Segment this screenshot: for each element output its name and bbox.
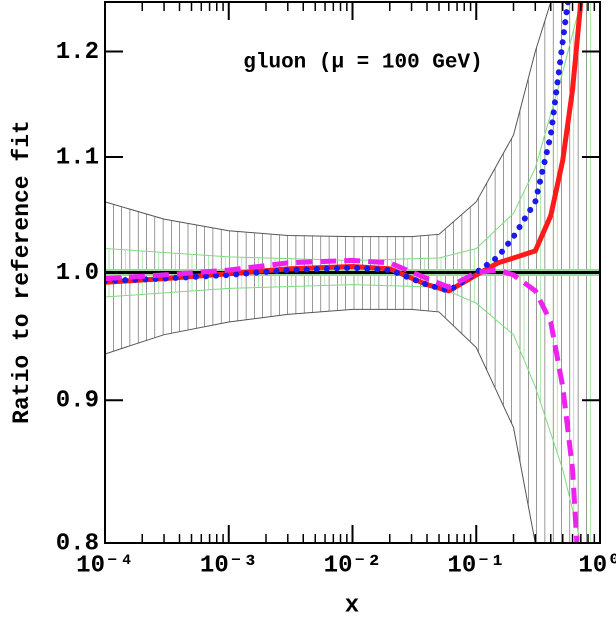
x-axis-label: x [345, 592, 359, 618]
y-tick-label: 0.8 [56, 530, 99, 557]
x-tick-label: 10⁰ [578, 552, 616, 579]
y-tick-label: 0.9 [56, 388, 99, 415]
series-line [105, 257, 580, 543]
x-tick-label: 10⁻⁴ [76, 552, 134, 579]
y-tick-label: 1.1 [56, 144, 99, 171]
band-lower [105, 284, 592, 543]
plot-area [105, 2, 600, 543]
y-tick-label: 1.0 [56, 260, 99, 287]
band-upper [105, 2, 592, 238]
x-tick-label: 10⁻² [324, 552, 382, 579]
series-line [105, 2, 584, 294]
x-tick-label: 10⁻¹ [447, 552, 505, 579]
series-line [105, 2, 571, 295]
annotation: gluon (μ = 100 GeV) [243, 52, 482, 75]
y-axis-label: Ratio to reference fit [9, 120, 35, 424]
band-lower [105, 308, 592, 543]
y-tick-label: 1.2 [56, 39, 99, 66]
x-tick-label: 10⁻³ [200, 552, 258, 579]
band-upper [105, 2, 592, 261]
